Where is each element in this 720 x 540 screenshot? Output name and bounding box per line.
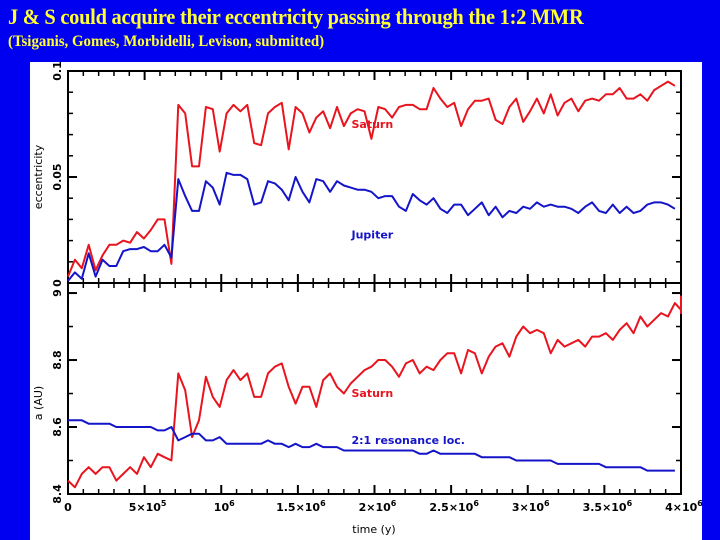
x-tick-label: 2.5×106 (429, 499, 479, 514)
x-tick-label: 2×106 (359, 499, 397, 514)
x-tick-base: 5×10 (129, 501, 162, 514)
series-line-2-1-resonance-loc- (68, 419, 675, 472)
y-tick-label: 0 (51, 279, 64, 287)
y-tick-label: 0.05 (51, 163, 64, 190)
y-axis-label-a-au: a (AU) (32, 386, 45, 420)
x-tick-exponent: 6 (627, 499, 633, 508)
x-tick-label: 0 (64, 501, 72, 514)
x-tick-base: 3×10 (512, 501, 545, 514)
x-tick-exponent: 6 (229, 499, 235, 508)
x-tick-exponent: 6 (544, 499, 550, 508)
x-tick-exponent: 6 (320, 499, 326, 508)
series-label: Jupiter (351, 228, 394, 241)
series-line-saturn (67, 295, 682, 489)
x-tick-base: 3.5×10 (583, 501, 627, 514)
x-tick-base: 4×10 (665, 501, 698, 514)
y-tick-label: 8.4 (51, 484, 64, 504)
series-label: Saturn (352, 118, 394, 131)
series-line-saturn (67, 80, 676, 277)
x-tick-label: 5×105 (129, 499, 167, 514)
eccentricity-plot: 0 0.05 0.1 Saturn Jupiter (51, 62, 682, 287)
x-tick-base: 2×10 (359, 501, 392, 514)
x-tick-label: 3.5×106 (583, 499, 633, 514)
semimajor-axis-plot: 8.4 8.6 8.8 9 Saturn 2:1 resonance loc. 0 5×105… (51, 282, 702, 514)
x-tick-exponent: 6 (391, 499, 397, 508)
y-tick-label: 8.6 (51, 417, 64, 437)
x-tick-label: 1.5×106 (276, 499, 326, 514)
x-tick-exponent: 6 (473, 499, 479, 508)
slide-title: J & S could acquire their eccentricity p… (8, 4, 584, 29)
series-line-jupiter (67, 171, 676, 282)
x-tick-label: 3×106 (512, 499, 550, 514)
y-tick-label: 9 (51, 289, 64, 297)
x-axis-label-time: time (y) (352, 523, 395, 536)
chart-panel: 0 0.05 0.1 Saturn Jupiter 8.4 8.6 8.8 9 Saturn 2:… (30, 62, 702, 540)
chart-svg: 0 0.05 0.1 Saturn Jupiter 8.4 8.6 8.8 9 Saturn 2:… (32, 62, 702, 536)
y-tick-label: 0.1 (51, 62, 64, 81)
x-tick-exponent: 6 (697, 499, 702, 508)
series-label: Saturn (352, 387, 394, 400)
x-tick-base: 1.5×10 (276, 501, 320, 514)
y-tick-label: 8.8 (51, 350, 64, 370)
series-label: 2:1 resonance loc. (352, 434, 465, 447)
y-axis-label-eccentricity: eccentricity (32, 144, 45, 209)
x-tick-label: 4×106 (665, 499, 702, 514)
plot-frame (67, 70, 682, 284)
x-tick-label: 106 (214, 499, 235, 514)
x-tick-base: 10 (214, 501, 230, 514)
x-tick-exponent: 5 (161, 499, 167, 508)
x-tick-base: 2.5×10 (429, 501, 473, 514)
slide-subtitle: (Tsiganis, Gomes, Morbidelli, Levison, s… (8, 33, 325, 50)
